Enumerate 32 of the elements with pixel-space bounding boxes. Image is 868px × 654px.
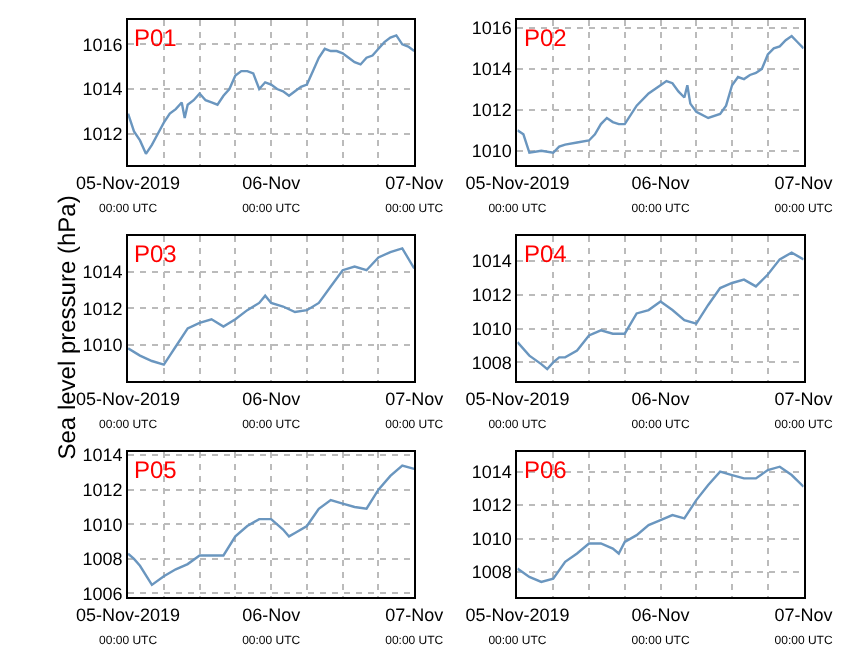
y-tick-label: 1010 — [471, 141, 512, 161]
chart-title: P02 — [524, 24, 568, 52]
y-tick-label: 1012 — [82, 124, 123, 145]
y-tick-label: 1012 — [471, 495, 512, 516]
y-tick-label: 1016 — [82, 34, 123, 55]
chart-title: P01 — [134, 24, 178, 52]
y-tick-label: 1012 — [471, 285, 512, 306]
y-tick-label: 1014 — [82, 445, 123, 466]
y-tick-label: 1014 — [471, 462, 512, 483]
y-tick-label: 1010 — [471, 528, 512, 549]
chart-title: P03 — [134, 240, 178, 268]
y-tick-label: 1012 — [82, 298, 123, 319]
y-tick-label: 1014 — [471, 251, 512, 272]
y-tick-label: 1012 — [471, 100, 512, 121]
y-tick-label: 1006 — [82, 583, 123, 604]
y-tick-label: 1014 — [82, 79, 123, 100]
line-series — [128, 247, 415, 366]
y-tick-label: 1016 — [471, 18, 512, 39]
line-series — [517, 465, 804, 584]
line-series — [128, 464, 415, 587]
chart-title: P04 — [524, 240, 568, 268]
y-tick-label: 1010 — [82, 514, 123, 535]
y-tick-label: 1008 — [471, 352, 512, 373]
y-tick-label: 1014 — [82, 262, 123, 283]
chart-title: P06 — [524, 456, 568, 484]
y-tick-label: 1014 — [471, 59, 512, 80]
y-tick-label: 1008 — [471, 562, 512, 583]
chart-title: P05 — [134, 456, 178, 484]
y-tick-label: 1010 — [471, 318, 512, 339]
y-tick-label: 1010 — [82, 334, 123, 355]
y-tick-label: 1008 — [82, 549, 123, 570]
y-tick-label: 1012 — [82, 480, 123, 501]
